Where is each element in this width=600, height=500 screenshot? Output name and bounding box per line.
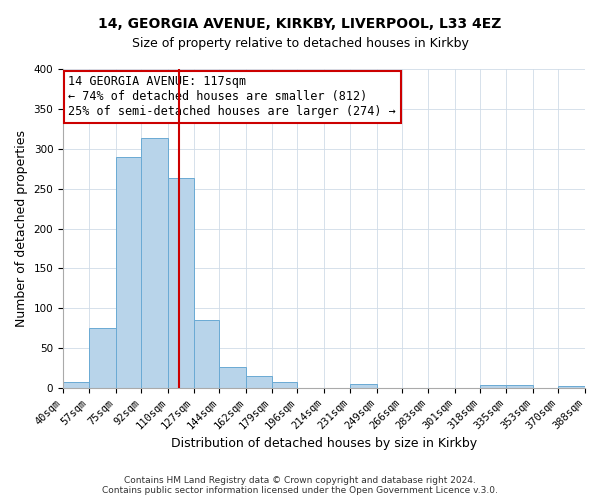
Bar bbox=[89, 328, 116, 388]
Text: Contains public sector information licensed under the Open Government Licence v.: Contains public sector information licen… bbox=[102, 486, 498, 495]
Text: Size of property relative to detached houses in Kirkby: Size of property relative to detached ho… bbox=[131, 38, 469, 51]
Text: 14 GEORGIA AVENUE: 117sqm
← 74% of detached houses are smaller (812)
25% of semi: 14 GEORGIA AVENUE: 117sqm ← 74% of detac… bbox=[68, 76, 396, 118]
Text: Contains HM Land Registry data © Crown copyright and database right 2024.: Contains HM Land Registry data © Crown c… bbox=[124, 476, 476, 485]
Bar bbox=[246, 376, 272, 388]
Text: 14, GEORGIA AVENUE, KIRKBY, LIVERPOOL, L33 4EZ: 14, GEORGIA AVENUE, KIRKBY, LIVERPOOL, L… bbox=[98, 18, 502, 32]
Bar bbox=[272, 382, 297, 388]
Bar bbox=[350, 384, 377, 388]
Bar bbox=[219, 366, 246, 388]
Bar bbox=[480, 385, 506, 388]
Bar bbox=[63, 382, 89, 388]
Bar bbox=[168, 178, 194, 388]
Bar bbox=[506, 385, 533, 388]
Bar bbox=[141, 138, 168, 388]
Bar bbox=[116, 157, 141, 388]
Bar bbox=[194, 320, 219, 388]
X-axis label: Distribution of detached houses by size in Kirkby: Distribution of detached houses by size … bbox=[171, 437, 477, 450]
Y-axis label: Number of detached properties: Number of detached properties bbox=[15, 130, 28, 327]
Bar bbox=[558, 386, 585, 388]
